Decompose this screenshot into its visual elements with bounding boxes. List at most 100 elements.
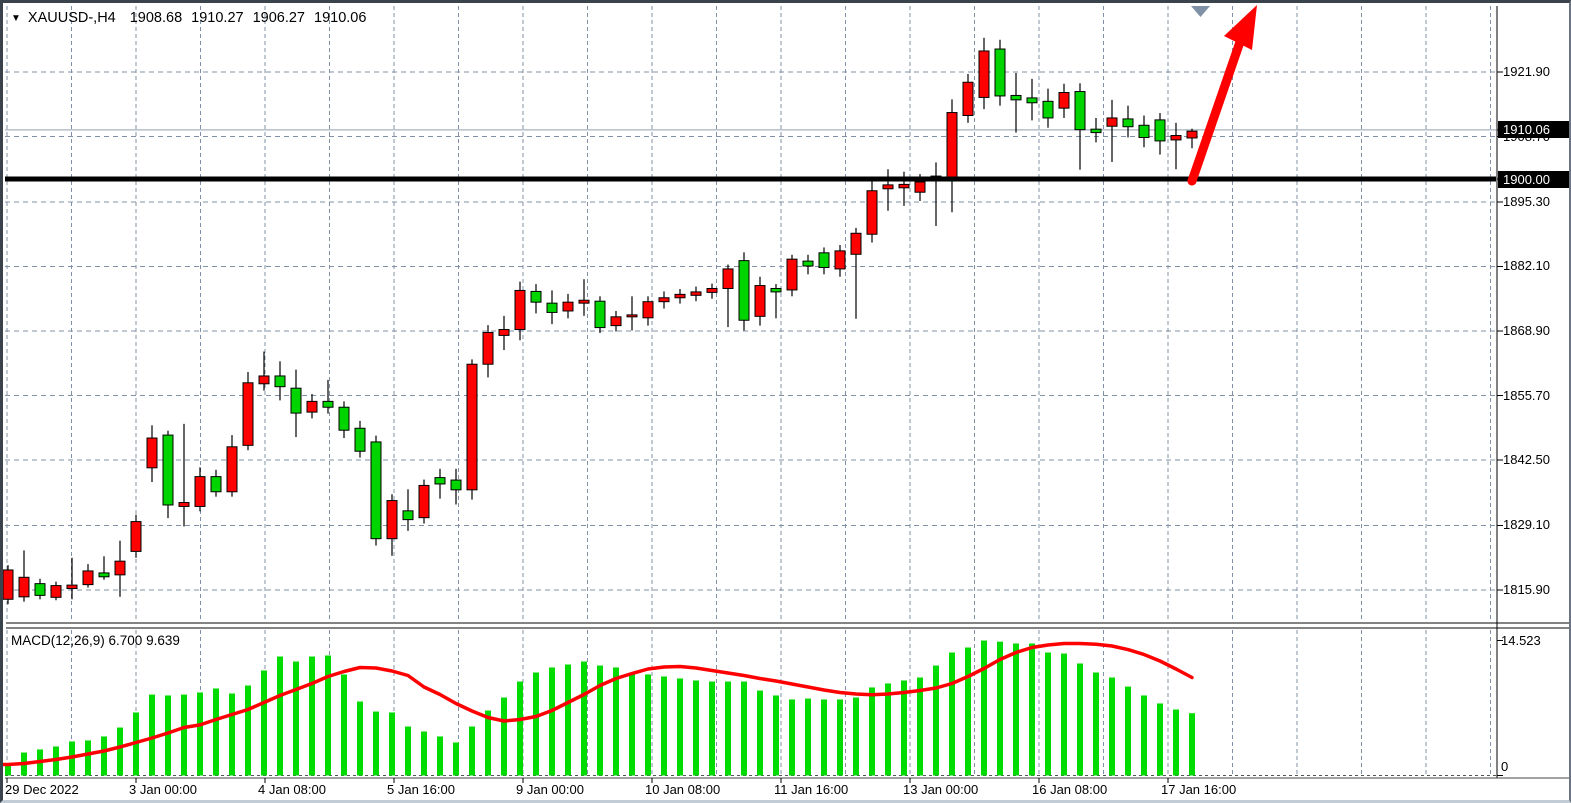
candle-body: [18, 576, 30, 598]
macd-bar: [501, 697, 507, 776]
bar-shift-marker-icon[interactable]: [1191, 6, 1210, 17]
candle-body: [1170, 135, 1182, 141]
trend-arrow[interactable]: [1187, 5, 1257, 186]
candle-body: [82, 570, 94, 586]
macd-bar: [325, 655, 331, 776]
macd-bar: [661, 676, 667, 776]
candle-body: [3, 569, 14, 600]
macd-bar: [981, 640, 987, 776]
candle-body: [34, 583, 46, 596]
macd-bar: [1189, 713, 1195, 776]
macd-bar: [869, 687, 875, 776]
candle-body: [818, 252, 830, 268]
candle-body: [626, 314, 638, 318]
macd-bar: [1141, 695, 1147, 776]
macd-bar: [405, 726, 411, 776]
candle-body: [338, 406, 350, 431]
candle-body: [802, 260, 814, 267]
candle-body: [690, 291, 702, 296]
time-axis[interactable]: [3, 778, 1569, 800]
candle-body: [866, 190, 878, 235]
candle-body: [162, 434, 174, 506]
macd-bar: [1045, 652, 1051, 776]
candle-body: [994, 48, 1006, 97]
candle-body: [514, 289, 526, 331]
macd-bar: [917, 677, 923, 776]
candle-body: [194, 476, 206, 507]
macd-indicator-label: MACD(12,26,9) 6.700 9.639: [11, 633, 180, 648]
macd-bar: [741, 681, 747, 776]
macd-bar: [469, 726, 475, 776]
macd-bar: [245, 685, 251, 776]
macd-bar: [677, 678, 683, 776]
candle-body: [722, 268, 734, 289]
candle-body: [498, 329, 510, 336]
macd-bar: [709, 681, 715, 776]
candle-body: [450, 479, 462, 491]
macd-bar: [933, 665, 939, 776]
candle-body: [226, 446, 238, 493]
grid: [5, 6, 1496, 776]
candle-body: [418, 484, 430, 519]
macd-bar: [773, 695, 779, 776]
macd-bar: [885, 683, 891, 776]
macd-bar: [1077, 663, 1083, 776]
macd-bar: [901, 680, 907, 776]
candle-body: [402, 510, 414, 521]
candle-body: [386, 500, 398, 540]
macd-bar: [229, 693, 235, 776]
symbol-menu-icon[interactable]: ▼: [11, 12, 21, 24]
ohlc-high: 1910.27: [191, 10, 244, 26]
macd-bar: [421, 731, 427, 776]
ohlc-close: 1910.06: [314, 10, 367, 26]
macd-bar: [165, 695, 171, 776]
candle-body: [1010, 94, 1022, 101]
macd-bar: [789, 699, 795, 776]
candle-body: [786, 258, 798, 291]
macd-bar: [949, 652, 955, 776]
candle-body: [1154, 119, 1166, 142]
candles-series: [3, 37, 1198, 605]
candle-body: [258, 375, 270, 385]
macd-bar: [613, 667, 619, 776]
candle-body: [914, 181, 926, 193]
candle-body: [882, 184, 894, 190]
ohlc-low: 1906.27: [252, 10, 305, 26]
candle-body: [146, 437, 158, 469]
candle-body: [210, 476, 222, 493]
candle-body: [66, 584, 78, 590]
ohlc-open: 1908.68: [129, 10, 183, 26]
candle-body: [322, 400, 334, 408]
macd-bar: [1157, 703, 1163, 776]
macd-bar: [293, 661, 299, 776]
macd-bar: [725, 681, 731, 776]
candle-body: [674, 293, 686, 299]
macd-bar: [357, 701, 363, 776]
candle-body: [1122, 118, 1134, 128]
candle-body: [962, 81, 974, 116]
macd-bar: [101, 736, 107, 776]
chart-canvas[interactable]: [3, 3, 1571, 803]
candle-body: [370, 441, 382, 540]
macd-signal-line: [3, 641, 1194, 767]
macd-bar: [965, 647, 971, 776]
candle-body: [242, 382, 254, 446]
candle-body: [274, 375, 286, 388]
candle-body: [290, 387, 302, 414]
macd-bar: [437, 736, 443, 776]
candle-body: [1058, 92, 1070, 109]
macd-bar: [213, 688, 219, 776]
macd-bar: [453, 742, 459, 776]
macd-bar: [149, 694, 155, 776]
macd-bar: [1061, 653, 1067, 776]
macd-bar: [1109, 677, 1115, 776]
candle-body: [1090, 128, 1102, 134]
macd-bar: [389, 712, 395, 776]
price-axis[interactable]: [1497, 3, 1569, 778]
candle-body: [770, 287, 782, 293]
macd-bar: [261, 670, 267, 776]
macd-bar: [1173, 709, 1179, 776]
macd-bar: [757, 690, 763, 776]
macd-bar: [1093, 672, 1099, 776]
macd-bar: [341, 674, 347, 776]
